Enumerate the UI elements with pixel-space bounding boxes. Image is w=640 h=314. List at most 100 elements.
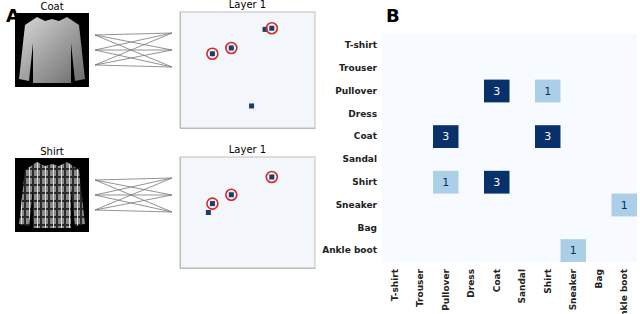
connection xyxy=(95,35,172,67)
tick: Bag xyxy=(594,264,604,288)
axis-line xyxy=(180,158,181,269)
tick-label: Sandal xyxy=(342,154,377,164)
tick: Sneaker xyxy=(336,200,382,210)
scatter-panel: ACoatLayer 1 xyxy=(6,0,316,129)
connection xyxy=(95,180,172,212)
point xyxy=(269,174,274,179)
point xyxy=(249,103,254,108)
tick-label: Pullover xyxy=(441,268,451,310)
x-axis xyxy=(181,268,316,269)
panel-label: B xyxy=(386,5,400,26)
y-axis: T-shirt Trouser Pullover Dress Coat Sandal Shi… xyxy=(322,35,382,263)
axis-line xyxy=(181,268,316,269)
tick-label: Sandal xyxy=(517,269,527,304)
point xyxy=(226,189,237,200)
point xyxy=(207,198,218,209)
tick: Pullover xyxy=(441,264,451,311)
image-background xyxy=(15,158,89,232)
tick-label: Pullover xyxy=(335,86,377,96)
image-label: Coat xyxy=(40,1,63,12)
tick: Shirt xyxy=(543,264,553,294)
tick: Sneaker xyxy=(568,264,578,310)
chart-title: Layer 1 xyxy=(229,144,266,155)
tick: Shirt xyxy=(352,177,382,187)
x-axis xyxy=(181,128,316,129)
connection xyxy=(95,33,172,35)
chart-title: Layer 1 xyxy=(229,0,266,10)
plot-frame xyxy=(180,12,315,128)
tick-label: Dress xyxy=(348,109,377,119)
tick: Dress xyxy=(348,109,382,119)
connection xyxy=(95,195,172,196)
tick-label: Ankle boot xyxy=(322,245,377,255)
point xyxy=(210,51,215,56)
data-label: 1 xyxy=(442,176,449,189)
tick: Coat xyxy=(492,264,502,292)
tick-label: Coat xyxy=(492,268,502,292)
garment-image xyxy=(19,17,85,83)
point xyxy=(229,45,234,50)
data-label: 1 xyxy=(544,85,551,98)
connection xyxy=(95,195,172,210)
axis-line xyxy=(180,13,181,129)
tick: T-shirt xyxy=(345,40,382,50)
connection xyxy=(95,178,172,195)
cell xyxy=(612,194,638,217)
plot-frame xyxy=(180,157,315,268)
tick: Bag xyxy=(358,223,382,233)
data-label: 3 xyxy=(544,130,551,143)
cells xyxy=(433,80,637,262)
data-label: 1 xyxy=(570,244,577,257)
axis-line xyxy=(382,35,383,263)
point xyxy=(226,42,237,53)
tick-label: Shirt xyxy=(543,268,553,293)
tick-label: Trouser xyxy=(415,268,425,307)
connection xyxy=(95,65,172,67)
tick: T-shirt xyxy=(390,264,400,301)
connection xyxy=(95,50,172,67)
tick-label: Sneaker xyxy=(568,268,578,310)
tick-label: T-shirt xyxy=(345,40,378,50)
point xyxy=(207,48,218,59)
cell xyxy=(561,239,587,262)
tick-label: Bag xyxy=(594,269,604,288)
tick-label: Shirt xyxy=(352,177,377,187)
tick: Sandal xyxy=(517,264,527,304)
cell xyxy=(484,80,510,103)
tick-label: Dress xyxy=(466,269,476,298)
tick: Ankle boot xyxy=(619,264,629,314)
tick: Trouser xyxy=(415,264,425,307)
tick-label: T-shirt xyxy=(390,268,400,301)
connection xyxy=(95,50,172,65)
cell xyxy=(535,80,561,103)
tick: Dress xyxy=(466,264,476,298)
connection xyxy=(95,178,172,180)
data-label: 3 xyxy=(493,85,500,98)
tick-label: Sneaker xyxy=(336,200,378,210)
connection xyxy=(95,195,172,212)
connection xyxy=(95,50,172,51)
marks xyxy=(206,171,277,215)
point xyxy=(206,210,211,215)
connection xyxy=(95,178,172,210)
point xyxy=(269,26,274,31)
point xyxy=(266,171,277,182)
cell xyxy=(433,125,459,148)
data-label: 1 xyxy=(621,199,628,212)
tick-label: Bag xyxy=(358,223,377,233)
tick-label: Coat xyxy=(354,131,378,141)
connection xyxy=(95,210,172,212)
tick: Pullover xyxy=(335,86,382,96)
cell xyxy=(433,171,459,194)
y-axis xyxy=(180,13,181,129)
tick-label: Trouser xyxy=(339,63,378,73)
tick: Coat xyxy=(354,131,382,141)
point xyxy=(210,201,215,206)
data-label: 3 xyxy=(493,176,500,189)
cell xyxy=(484,171,510,194)
point xyxy=(229,192,234,197)
figure: ACoatLayer 1ShirtLayer 1B31331311T-shirt… xyxy=(0,0,640,314)
plot-background xyxy=(382,34,637,262)
marks xyxy=(207,23,277,109)
connection xyxy=(95,33,172,50)
